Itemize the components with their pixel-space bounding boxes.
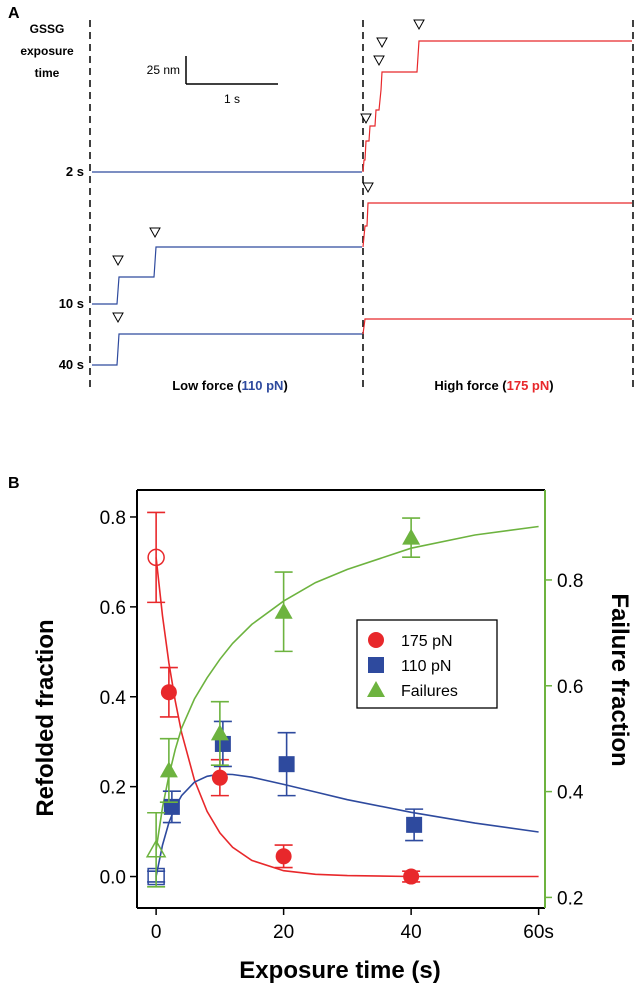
chart-b: 0 20 40 60s 0.0 0.2 0.4 0.6 0.8 0.2 0.4 0.6 0.8 175 p…: [100, 489, 584, 943]
legend-marker-175-pn: [368, 632, 384, 648]
trace-2s-high: [362, 40, 632, 173]
panel-a-label: A: [8, 5, 20, 22]
step-marker-triangle: [373, 55, 385, 67]
data-point-175-pn: [403, 868, 420, 885]
y-axis-right-title: Failure fraction: [606, 593, 633, 766]
data-point-110-pn: [278, 756, 295, 773]
y-tick-label-left: 0.0: [100, 868, 126, 889]
step-marker-triangle: [362, 182, 374, 194]
traces: [92, 40, 632, 366]
step-markers: [112, 19, 425, 324]
step-marker-triangle: [112, 312, 124, 324]
data-point-110-pn: [406, 816, 423, 833]
x-axis-title: Exposure time (s): [239, 957, 440, 984]
legend-label: 110 pN: [401, 658, 451, 675]
trace-40s-high: [362, 318, 632, 335]
data-point-110-pn: [163, 798, 180, 815]
data-point-175-pn: [275, 848, 292, 865]
y-tick-label-left: 0.4: [100, 688, 127, 709]
high-force-label: High force (175 pN): [434, 378, 553, 393]
data-point-175-pn: [147, 548, 165, 567]
x-tick-label: 60s: [523, 922, 554, 943]
trace-10s-low: [92, 246, 362, 305]
data-point-175-pn: [211, 769, 228, 786]
fit-curve-failures: [155, 525, 539, 850]
y-axis-left-title: Refolded fraction: [32, 619, 59, 816]
panel-b-label: B: [8, 475, 20, 492]
high-force-value: 175 pN: [507, 378, 550, 393]
low-force-value: 110 pN: [242, 378, 284, 393]
trace-10s-high: [362, 202, 632, 248]
data-point-175-pn: [160, 684, 177, 701]
x-tick-label: 40: [401, 922, 422, 943]
step-marker-triangle: [112, 255, 124, 267]
data-point-failures: [274, 602, 293, 619]
trace-label-2s: 2 s: [66, 164, 84, 179]
low-force-label: Low force (110 pN): [172, 378, 288, 393]
fit-curve-110-pn: [155, 773, 539, 877]
y-tick-label-right: 0.2: [557, 888, 583, 909]
data-point-failures: [145, 839, 167, 858]
y-tick-label-left: 0.6: [100, 598, 126, 619]
fit-curve-175-pn: [155, 557, 539, 878]
data-point-failures: [210, 724, 229, 741]
legend-marker-110-pn: [368, 657, 384, 673]
step-marker-triangle: [360, 113, 372, 125]
legend-label: 175 pN: [401, 633, 453, 650]
scale-bar-vertical-label: 25 nm: [147, 63, 180, 77]
exposure-header-line2: exposure: [20, 44, 74, 58]
exposure-header-line1: GSSG: [30, 22, 65, 36]
trace-40s-low: [92, 333, 362, 366]
x-tick-label: 20: [273, 922, 294, 943]
y-tick-label-left: 0.8: [100, 508, 126, 529]
data-point-failures: [159, 761, 178, 778]
scale-bar-horizontal-label: 1 s: [224, 92, 240, 106]
legend-marker-failures: [367, 681, 385, 697]
x-tick-label: 0: [151, 922, 162, 943]
y-tick-label-right: 0.8: [557, 571, 583, 592]
y-tick-label-right: 0.6: [557, 677, 583, 698]
legend-label: Failures: [401, 683, 458, 700]
y-tick-label-left: 0.2: [100, 778, 126, 799]
step-marker-triangle: [149, 227, 161, 239]
y-tick-label-right: 0.4: [557, 783, 584, 804]
exposure-header-line3: time: [35, 66, 60, 80]
trace-label-40s: 40 s: [59, 357, 84, 372]
step-marker-triangle: [376, 37, 388, 49]
step-marker-triangle: [413, 19, 425, 31]
trace-label-10s: 10 s: [59, 296, 84, 311]
data-point-failures: [402, 528, 421, 545]
